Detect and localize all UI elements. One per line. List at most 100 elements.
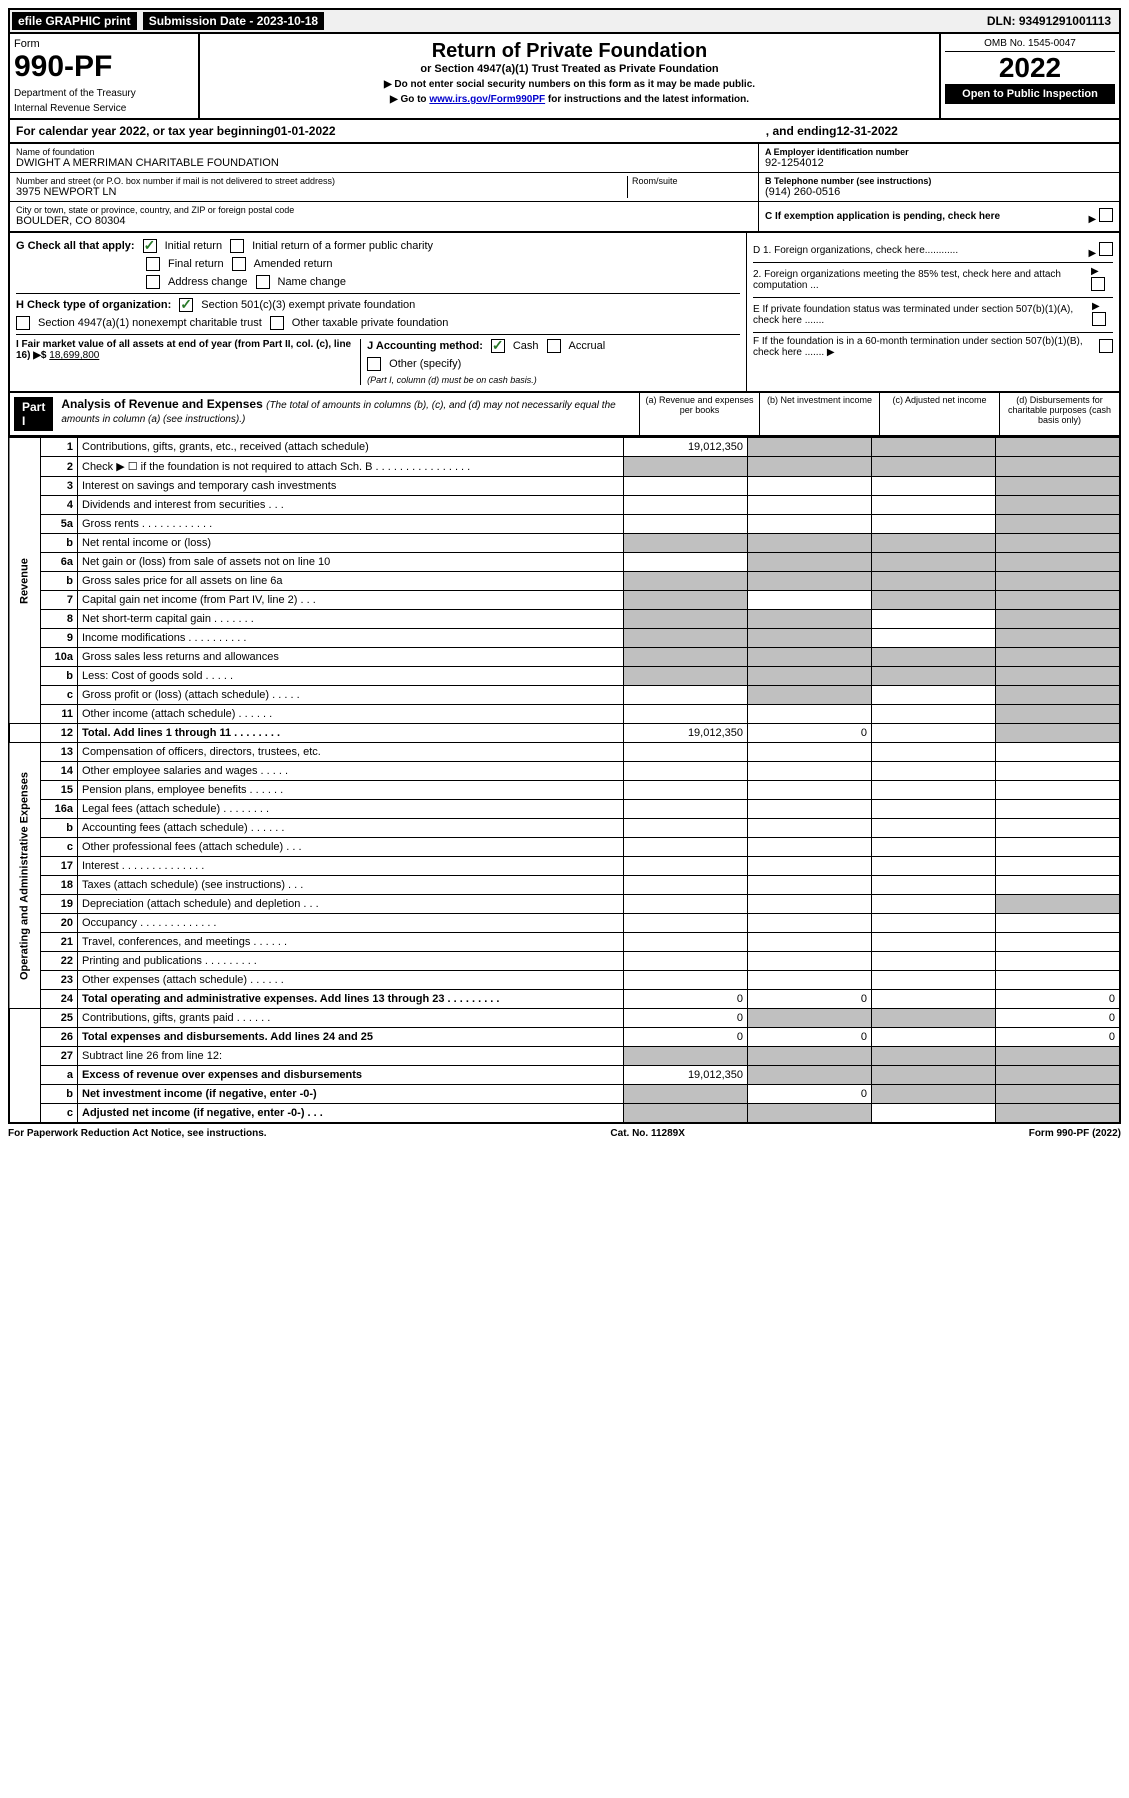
instr-suffix: for instructions and the latest informat…	[548, 94, 749, 105]
check-other-method[interactable]	[367, 357, 381, 371]
check-address[interactable]	[146, 275, 160, 289]
part1-header-row: Part I Analysis of Revenue and Expenses …	[8, 393, 1121, 437]
line-num: 9	[41, 629, 78, 648]
j-note: (Part I, column (d) must be on cash basi…	[367, 375, 740, 385]
g-initial-former: Initial return of a former public charit…	[252, 240, 433, 252]
table-row: 11 Other income (attach schedule) . . . …	[9, 705, 1120, 724]
table-row: a Excess of revenue over expenses and di…	[9, 1066, 1120, 1085]
line-num: 18	[41, 876, 78, 895]
check-initial[interactable]	[143, 239, 157, 253]
table-row: 24 Total operating and administrative ex…	[9, 990, 1120, 1009]
city-cell: City or town, state or province, country…	[10, 202, 758, 230]
table-row: 4 Dividends and interest from securities…	[9, 496, 1120, 515]
line-num: 19	[41, 895, 78, 914]
table-row: b Net investment income (if negative, en…	[9, 1085, 1120, 1104]
line-desc: Gross profit or (loss) (attach schedule)…	[78, 686, 624, 705]
expenses-side-label: Operating and Administrative Expenses	[9, 743, 41, 1009]
check-cash[interactable]	[491, 339, 505, 353]
h-4947: Section 4947(a)(1) nonexempt charitable …	[38, 317, 262, 329]
entity-info: Name of foundation DWIGHT A MERRIMAN CHA…	[8, 144, 1121, 233]
h-label: H Check type of organization:	[16, 299, 171, 311]
efile-label[interactable]: efile GRAPHIC print	[12, 12, 137, 30]
line-num: 26	[41, 1028, 78, 1047]
line-num: b	[41, 572, 78, 591]
check-amended[interactable]	[232, 257, 246, 271]
c-checkbox[interactable]	[1099, 208, 1113, 222]
val-b: 0	[748, 1028, 872, 1047]
line-desc: Total expenses and disbursements. Add li…	[78, 1028, 624, 1047]
line-desc: Contributions, gifts, grants paid . . . …	[78, 1009, 624, 1028]
val-d: 0	[996, 1028, 1121, 1047]
f-checkbox[interactable]	[1099, 339, 1113, 353]
d2-label: 2. Foreign organizations meeting the 85%…	[753, 269, 1091, 291]
irs-link[interactable]: www.irs.gov/Form990PF	[429, 94, 545, 105]
table-row: 22Printing and publications . . . . . . …	[9, 952, 1120, 971]
line-desc: Excess of revenue over expenses and disb…	[78, 1066, 624, 1085]
part1-title: Analysis of Revenue and Expenses	[61, 397, 262, 411]
check-final[interactable]	[146, 257, 160, 271]
line-desc: Contributions, gifts, grants, etc., rece…	[78, 438, 624, 457]
check-4947[interactable]	[16, 316, 30, 330]
line-desc: Subtract line 26 from line 12:	[78, 1047, 624, 1066]
line-num: 24	[41, 990, 78, 1009]
col-d-header: (d) Disbursements for charitable purpose…	[999, 393, 1119, 435]
line-num: 17	[41, 857, 78, 876]
line-desc: Interest on savings and temporary cash i…	[78, 477, 624, 496]
h-other: Other taxable private foundation	[292, 317, 449, 329]
line-num: 1	[41, 438, 78, 457]
e-checkbox[interactable]	[1092, 312, 1106, 326]
instruction-ssn: ▶ Do not enter social security numbers o…	[206, 79, 933, 90]
g-final: Final return	[168, 258, 224, 270]
calendar-year-row: For calendar year 2022, or tax year begi…	[8, 120, 1121, 144]
line-num: b	[41, 534, 78, 553]
part1-label: Part I	[14, 397, 53, 431]
header-right: OMB No. 1545-0047 2022 Open to Public In…	[939, 34, 1119, 118]
table-row: 12 Total. Add lines 1 through 11 . . . .…	[9, 724, 1120, 743]
line-num: 3	[41, 477, 78, 496]
line-num: 5a	[41, 515, 78, 534]
table-row: 26 Total expenses and disbursements. Add…	[9, 1028, 1120, 1047]
d1-label: D 1. Foreign organizations, check here..…	[753, 245, 958, 256]
g-label: G Check all that apply:	[16, 240, 135, 252]
table-row: 9 Income modifications . . . . . . . . .…	[9, 629, 1120, 648]
check-other-tax[interactable]	[270, 316, 284, 330]
line-desc: Legal fees (attach schedule) . . . . . .…	[78, 800, 624, 819]
footer-center: Cat. No. 11289X	[610, 1128, 684, 1139]
form-title: Return of Private Foundation	[206, 40, 933, 63]
line-desc: Taxes (attach schedule) (see instruction…	[78, 876, 624, 895]
table-row: 19Depreciation (attach schedule) and dep…	[9, 895, 1120, 914]
d2-checkbox[interactable]	[1091, 277, 1105, 291]
table-row: b Net rental income or (loss)	[9, 534, 1120, 553]
dln: DLN: 93491291001113	[987, 14, 1117, 28]
line-desc: Pension plans, employee benefits . . . .…	[78, 781, 624, 800]
check-501c3[interactable]	[179, 298, 193, 312]
table-row: 3 Interest on savings and temporary cash…	[9, 477, 1120, 496]
form-table: Revenue 1 Contributions, gifts, grants, …	[8, 437, 1121, 1124]
check-initial-former[interactable]	[230, 239, 244, 253]
city: BOULDER, CO 80304	[16, 215, 752, 227]
j-cash: Cash	[513, 340, 539, 352]
addr-label: Number and street (or P.O. box number if…	[16, 176, 627, 186]
j-other: Other (specify)	[389, 358, 461, 370]
line-desc: Compensation of officers, directors, tru…	[78, 743, 624, 762]
check-accrual[interactable]	[547, 339, 561, 353]
form-number: 990-PF	[14, 50, 194, 84]
form-label: Form	[14, 38, 194, 50]
val-a: 19,012,350	[624, 438, 748, 457]
name-cell: Name of foundation DWIGHT A MERRIMAN CHA…	[10, 144, 758, 173]
line-num: c	[41, 1104, 78, 1124]
omb-number: OMB No. 1545-0047	[945, 38, 1115, 52]
line-num: 20	[41, 914, 78, 933]
line-num: 13	[41, 743, 78, 762]
table-row: b Less: Cost of goods sold . . . . .	[9, 667, 1120, 686]
check-name[interactable]	[256, 275, 270, 289]
line-num: 11	[41, 705, 78, 724]
line-desc: Net gain or (loss) from sale of assets n…	[78, 553, 624, 572]
table-row: 17Interest . . . . . . . . . . . . . .	[9, 857, 1120, 876]
line-desc: Travel, conferences, and meetings . . . …	[78, 933, 624, 952]
val-d: 0	[996, 990, 1121, 1009]
d1-checkbox[interactable]	[1099, 242, 1113, 256]
top-bar: efile GRAPHIC print Submission Date - 20…	[8, 8, 1121, 34]
g-amended: Amended return	[254, 258, 333, 270]
line-num: b	[41, 667, 78, 686]
